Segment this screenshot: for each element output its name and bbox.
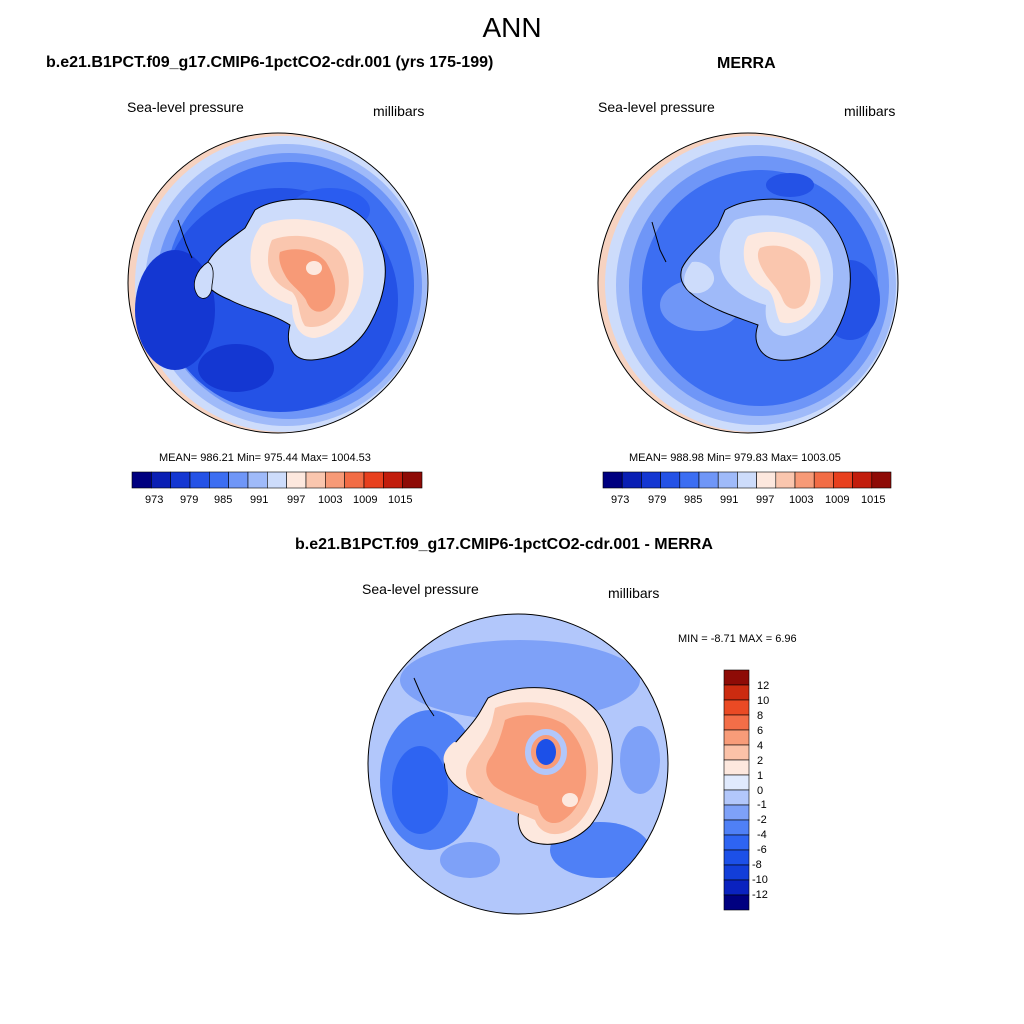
colorbar-swatch bbox=[698, 471, 719, 489]
diff-stats: MIN = -8.71 MAX = 6.96 bbox=[678, 633, 797, 645]
model-cb-label: 973 bbox=[145, 494, 164, 506]
colorbar-swatch bbox=[209, 471, 229, 489]
colorbar-swatch bbox=[723, 879, 750, 896]
colorbar-swatch bbox=[723, 759, 750, 776]
model-stats: MEAN= 986.21 Min= 975.44 Max= 1004.53 bbox=[159, 452, 371, 464]
diff-cb-label: -6 bbox=[757, 844, 767, 856]
colorbar-swatch bbox=[602, 471, 623, 489]
colorbar-swatch bbox=[131, 471, 152, 489]
colorbar-swatch bbox=[723, 699, 750, 716]
diff-cb-label: -10 bbox=[752, 874, 768, 886]
colorbar-swatch bbox=[363, 471, 384, 489]
colorbar-swatch bbox=[852, 471, 873, 489]
colorbar-swatch bbox=[723, 669, 750, 686]
colorbar-swatch bbox=[737, 471, 757, 489]
obs-cb-label: 985 bbox=[684, 494, 703, 506]
obs-cb-label: 979 bbox=[648, 494, 667, 506]
colorbar-swatch bbox=[267, 471, 287, 489]
colorbar-swatch bbox=[151, 471, 171, 489]
colorbar-swatch bbox=[833, 471, 853, 489]
diff-colorbar bbox=[723, 669, 750, 911]
diff-cb-label: -1 bbox=[757, 799, 767, 811]
colorbar-swatch bbox=[723, 864, 750, 881]
obs-colorbar bbox=[602, 471, 892, 489]
diff-polar-map bbox=[367, 613, 669, 915]
colorbar-swatch bbox=[717, 471, 738, 489]
colorbar-swatch bbox=[660, 471, 681, 489]
colorbar-swatch bbox=[723, 834, 750, 851]
model-variable-label: Sea-level pressure bbox=[127, 99, 244, 115]
diff-cb-label: 4 bbox=[757, 740, 764, 752]
colorbar-swatch bbox=[723, 714, 750, 731]
colorbar-swatch bbox=[344, 471, 365, 489]
obs-cb-label: 991 bbox=[720, 494, 739, 506]
model-cb-label: 1015 bbox=[388, 494, 413, 506]
model-panel-title: b.e21.B1PCT.f09_g17.CMIP6-1pctCO2-cdr.00… bbox=[46, 54, 494, 71]
obs-units-label: millibars bbox=[844, 103, 896, 119]
figure-title: ANN bbox=[482, 12, 542, 43]
model-cb-label: 991 bbox=[250, 494, 269, 506]
colorbar-swatch bbox=[723, 729, 750, 746]
diff-cb-label: -2 bbox=[757, 814, 767, 826]
colorbar-swatch bbox=[189, 471, 210, 489]
diff-cb-label: 1 bbox=[757, 770, 764, 782]
colorbar-swatch bbox=[402, 471, 423, 489]
colorbar-swatch bbox=[794, 471, 815, 489]
model-cb-label: 979 bbox=[180, 494, 199, 506]
colorbar-swatch bbox=[305, 471, 326, 489]
obs-variable-label: Sea-level pressure bbox=[598, 99, 715, 115]
colorbar-swatch bbox=[621, 471, 642, 489]
model-units-label: millibars bbox=[373, 103, 425, 119]
colorbar-swatch bbox=[723, 684, 750, 701]
obs-polar-map bbox=[597, 132, 899, 434]
diff-cb-label: 2 bbox=[757, 755, 764, 767]
colorbar-swatch bbox=[679, 471, 700, 489]
model-cb-label: 985 bbox=[214, 494, 233, 506]
diff-cb-label: 6 bbox=[757, 725, 764, 737]
model-colorbar bbox=[131, 471, 423, 489]
diff-units-label: millibars bbox=[608, 585, 660, 601]
colorbar-swatch bbox=[723, 804, 750, 821]
obs-cb-label: 973 bbox=[611, 494, 630, 506]
colorbar-swatch bbox=[641, 471, 661, 489]
obs-panel-title: MERRA bbox=[717, 55, 776, 72]
colorbar-swatch bbox=[871, 471, 892, 489]
colorbar-swatch bbox=[723, 789, 750, 806]
obs-cb-label: 997 bbox=[756, 494, 775, 506]
colorbar-swatch bbox=[170, 471, 191, 489]
colorbar-swatch bbox=[228, 471, 249, 489]
diff-cb-label: 0 bbox=[757, 785, 764, 797]
colorbar-swatch bbox=[723, 774, 750, 791]
colorbar-swatch bbox=[723, 849, 750, 866]
colorbar-swatch bbox=[247, 471, 268, 489]
obs-cb-label: 1015 bbox=[861, 494, 886, 506]
colorbar-swatch bbox=[813, 471, 834, 489]
obs-stats: MEAN= 988.98 Min= 979.83 Max= 1003.05 bbox=[629, 452, 841, 464]
colorbar-swatch bbox=[723, 744, 750, 761]
diff-cb-label: -12 bbox=[752, 889, 768, 901]
model-cb-label: 1003 bbox=[318, 494, 343, 506]
diff-variable-label: Sea-level pressure bbox=[362, 581, 479, 597]
diff-panel-title: b.e21.B1PCT.f09_g17.CMIP6-1pctCO2-cdr.00… bbox=[295, 536, 713, 553]
colorbar-swatch bbox=[775, 471, 796, 489]
colorbar-swatch bbox=[286, 471, 307, 489]
diff-cb-label: 12 bbox=[757, 680, 770, 692]
diff-cb-label: 10 bbox=[757, 695, 770, 707]
model-polar-map bbox=[127, 132, 429, 434]
colorbar-swatch bbox=[756, 471, 777, 489]
colorbar-swatch bbox=[325, 471, 345, 489]
colorbar-swatch bbox=[723, 819, 750, 836]
model-cb-label: 1009 bbox=[353, 494, 378, 506]
colorbar-swatch bbox=[723, 894, 750, 911]
obs-cb-label: 1003 bbox=[789, 494, 814, 506]
colorbar-swatch bbox=[383, 471, 403, 489]
diff-cb-label: -8 bbox=[752, 859, 762, 871]
diff-cb-label: -4 bbox=[757, 829, 767, 841]
model-cb-label: 997 bbox=[287, 494, 306, 506]
diff-cb-label: 8 bbox=[757, 710, 764, 722]
obs-cb-label: 1009 bbox=[825, 494, 850, 506]
